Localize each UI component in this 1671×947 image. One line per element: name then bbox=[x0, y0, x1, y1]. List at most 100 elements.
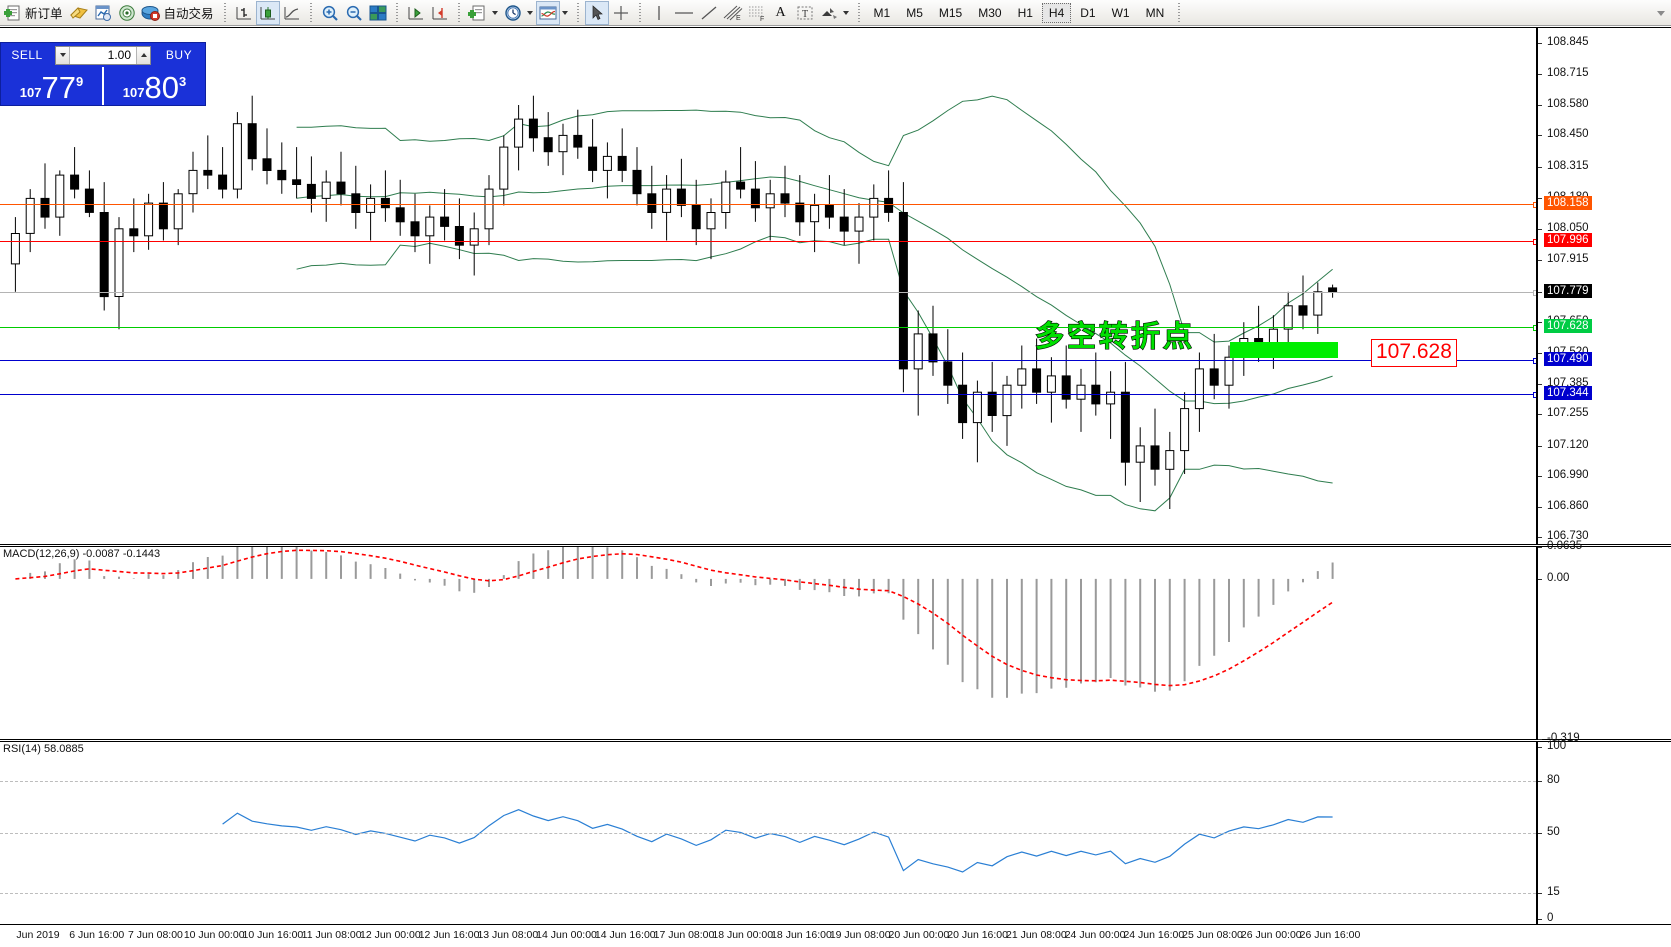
templates-dropdown[interactable] bbox=[560, 2, 571, 24]
buy-price-button[interactable]: 107 80 3 bbox=[102, 67, 205, 105]
timeframe-h4[interactable]: H4 bbox=[1041, 2, 1072, 23]
trendline-icon bbox=[698, 4, 720, 22]
toolbar-overflow-icon[interactable] bbox=[1657, 11, 1665, 16]
svg-text:E: E bbox=[736, 15, 741, 22]
navigator-button[interactable] bbox=[115, 1, 139, 25]
cursor-button[interactable] bbox=[584, 0, 609, 25]
crosshair-button[interactable] bbox=[609, 1, 633, 25]
axis-tick bbox=[1538, 578, 1542, 580]
zoom-in-button[interactable] bbox=[318, 1, 342, 25]
vertical-line-button[interactable] bbox=[647, 1, 671, 25]
text-button[interactable]: A bbox=[769, 1, 793, 25]
price-level-handle[interactable] bbox=[1533, 290, 1536, 297]
price-level-line[interactable] bbox=[0, 201, 1536, 208]
toolbar-separator bbox=[1175, 1, 1184, 24]
add-indicator-dropdown[interactable] bbox=[490, 2, 501, 24]
auto-scroll-button[interactable] bbox=[428, 1, 452, 25]
period-dropdown[interactable] bbox=[525, 2, 536, 24]
price-axis[interactable]: 108.845 108.715 108.580 108.450 108.315 108.1… bbox=[1536, 28, 1671, 544]
zoom-out-button[interactable] bbox=[342, 1, 366, 25]
price-level-badge[interactable]: 107.779 bbox=[1544, 284, 1592, 299]
chart-annotation-text: 多空转折点 bbox=[1034, 318, 1196, 353]
equidistant-channel-button[interactable]: E bbox=[721, 1, 745, 25]
shapes-button[interactable] bbox=[817, 1, 841, 25]
macd-plot[interactable] bbox=[0, 547, 1536, 739]
timeframe-mn[interactable]: MN bbox=[1145, 5, 1165, 20]
timeframe-h1[interactable]: H1 bbox=[1017, 5, 1033, 20]
zoom-in-icon bbox=[320, 4, 340, 22]
price-level-line[interactable] bbox=[0, 239, 1536, 246]
sell-price-button[interactable]: 107 77 9 bbox=[1, 67, 102, 105]
price-level-handle[interactable] bbox=[1533, 391, 1536, 398]
time-axis-label: 19 Jun 08:00 bbox=[829, 929, 891, 941]
price-level-line[interactable] bbox=[0, 357, 1536, 364]
new-order-button[interactable]: 新订单 bbox=[2, 1, 67, 25]
time-axis-label: 17 Jun 08:00 bbox=[653, 929, 715, 941]
price-level-badge[interactable]: 107.996 bbox=[1544, 233, 1592, 248]
price-axis-label: 107.255 bbox=[1547, 407, 1589, 420]
rsi-pane[interactable]: RSI(14) 58.0885 100 80 50 15 0 bbox=[0, 740, 1671, 925]
axis-tick bbox=[1538, 73, 1542, 75]
rsi-level-line bbox=[0, 781, 1536, 783]
price-level-handle[interactable] bbox=[1533, 239, 1536, 246]
price-level-line[interactable] bbox=[0, 325, 1536, 332]
one-click-trading-panel[interactable]: SELL 1.00 BUY 107 77 9 107 80 3 bbox=[0, 42, 206, 106]
line-chart-button[interactable] bbox=[280, 1, 304, 25]
price-level-badge[interactable]: 107.628 bbox=[1544, 319, 1592, 334]
time-axis-label: Jun 2019 bbox=[16, 929, 60, 941]
time-axis-label: 20 Jun 00:00 bbox=[888, 929, 950, 941]
price-level-line[interactable] bbox=[0, 290, 1536, 297]
volume-input[interactable]: 1.00 bbox=[107, 48, 131, 62]
rsi-axis[interactable]: 100 80 50 15 0 bbox=[1536, 740, 1671, 924]
volume-stepper[interactable]: 1.00 bbox=[55, 45, 151, 65]
timeframe-m5[interactable]: M5 bbox=[906, 5, 923, 20]
trendline-button[interactable] bbox=[697, 1, 721, 25]
candlestick-chart-button[interactable] bbox=[255, 0, 280, 25]
timeframe-d1[interactable]: D1 bbox=[1080, 5, 1096, 20]
templates-button[interactable] bbox=[535, 0, 560, 25]
rsi-level-line bbox=[0, 833, 1536, 834]
add-indicator-button[interactable] bbox=[466, 1, 490, 25]
rsi-plot[interactable] bbox=[0, 742, 1536, 924]
bar-chart-button[interactable] bbox=[232, 1, 256, 25]
autotrade-button[interactable]: 自动交易 bbox=[139, 1, 218, 25]
price-plot[interactable]: 多空转折点 bbox=[0, 28, 1536, 544]
axis-tick bbox=[1538, 918, 1542, 920]
auto-scroll-icon bbox=[430, 4, 450, 22]
timeframe-m30[interactable]: M30 bbox=[978, 5, 1002, 20]
price-level-badge[interactable]: 108.158 bbox=[1544, 195, 1592, 210]
volume-decrement-button[interactable] bbox=[56, 46, 70, 64]
market-watch-button[interactable] bbox=[91, 1, 115, 25]
text-label-button[interactable]: T bbox=[793, 1, 817, 25]
axis-tick bbox=[1538, 476, 1542, 478]
tile-windows-button[interactable] bbox=[366, 1, 390, 25]
timeframe-group: M1 M5 M15 M30 H1 H4 D1 W1 MN bbox=[866, 2, 1173, 23]
price-level-handle[interactable] bbox=[1533, 201, 1536, 208]
price-level-badge[interactable]: 107.490 bbox=[1544, 351, 1592, 366]
fibonacci-button[interactable]: F bbox=[745, 1, 769, 25]
timeframe-w1[interactable]: W1 bbox=[1111, 5, 1130, 20]
period-button[interactable] bbox=[501, 1, 525, 25]
templates-icon bbox=[538, 4, 558, 22]
horizontal-line-button[interactable] bbox=[671, 1, 697, 25]
fibonacci-icon: F bbox=[745, 4, 769, 22]
price-level-handle[interactable] bbox=[1533, 357, 1536, 364]
rsi-level-line bbox=[0, 893, 1536, 895]
macd-pane[interactable]: MACD(12,26,9) -0.0087 -0.1443 0.0635 0.00… bbox=[0, 540, 1671, 744]
macd-axis[interactable]: 0.0635 0.00 -0.319 bbox=[1536, 540, 1671, 744]
price-level-line[interactable] bbox=[0, 391, 1536, 398]
shapes-dropdown[interactable] bbox=[841, 2, 852, 24]
price-pane[interactable]: 多空转折点 107.628 108.845 108.715 108.580 108.4… bbox=[0, 27, 1671, 545]
time-axis-label: 24 Jun 00:00 bbox=[1064, 929, 1126, 941]
volume-increment-button[interactable] bbox=[136, 46, 150, 64]
timeframe-m15[interactable]: M15 bbox=[938, 5, 963, 20]
rsi-axis-label: 80 bbox=[1547, 774, 1560, 787]
text-icon: A bbox=[775, 4, 786, 20]
timeframe-m1[interactable]: M1 bbox=[873, 5, 891, 20]
price-tag-label: 107.628 bbox=[1371, 339, 1457, 367]
profile-icon-button[interactable] bbox=[67, 1, 91, 25]
price-level-badge[interactable]: 107.344 bbox=[1544, 385, 1592, 400]
price-level-handle[interactable] bbox=[1533, 325, 1536, 332]
horizontal-line-icon bbox=[671, 4, 697, 22]
chart-shift-button[interactable] bbox=[404, 1, 428, 25]
